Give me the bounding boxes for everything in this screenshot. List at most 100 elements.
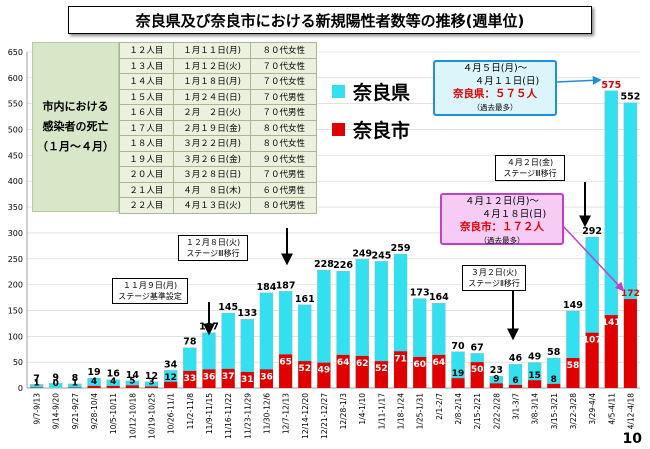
bar-city [489, 383, 503, 388]
data-label-pref: 9 [52, 372, 59, 383]
data-label-pref: 78 [183, 337, 197, 348]
bar-city [183, 370, 197, 388]
data-label-pref: 16 [107, 369, 121, 380]
bar-city [336, 354, 350, 388]
bar-city [413, 356, 427, 388]
data-label-city: 12 [164, 373, 177, 383]
data-label-pref: 259 [391, 243, 411, 254]
bar-city [145, 386, 159, 388]
death-date-cell: １月１８日(月) [172, 73, 252, 90]
x-tick-label: 10/26-11/1 [167, 393, 176, 434]
y-tick-label: 500 [8, 126, 23, 135]
death-table-row: １６人目 ２月 ２日(火) ７０代男性 [119, 104, 317, 121]
death-date-cell: １月１１日(月) [172, 42, 252, 59]
x-tick-label: 9/7-9/13 [33, 393, 42, 425]
bar-city [374, 361, 388, 388]
x-tick-label: 11/16-11/22 [224, 393, 233, 439]
legend-city-swatch [332, 123, 345, 136]
legend-city-label: 奈良市 [353, 120, 411, 142]
x-tick-label: 4/12-4/18 [626, 393, 635, 430]
data-label-pref: 46 [509, 353, 523, 364]
x-tick-label: 2/22-2/28 [492, 393, 501, 430]
pref-peak-arrow [556, 75, 602, 85]
bar-city [106, 385, 120, 388]
death-profile-cell: ８０代女性 [250, 135, 317, 152]
death-profile-cell: ７０代男性 [250, 88, 317, 105]
data-label-pref: 34 [164, 359, 178, 370]
x-tick-label: 11/2-11/8 [186, 393, 195, 430]
data-label-city: 62 [356, 359, 369, 369]
data-label-city: 52 [299, 364, 312, 374]
death-date-cell: ３月２６日(金) [172, 150, 252, 167]
data-label-city: 8 [551, 375, 557, 385]
data-label-city: 0 [53, 379, 59, 389]
x-tick-label: 11/30-12/6 [262, 393, 271, 434]
death-table-row: １８人目 ３月２２日(月) ８０代女性 [119, 135, 317, 152]
x-tick-label: 1/25-1/31 [416, 393, 425, 430]
death-table-row: １２人目 １月１１日(月) ８０代女性 [119, 42, 317, 59]
x-tick-label: 11/9-11/15 [205, 393, 214, 434]
death-table-row: ２１人目 ４月 ８日(木) ６０代男性 [119, 181, 317, 198]
data-label-pref: 19 [87, 367, 100, 378]
data-label-city: 3 [148, 377, 154, 387]
x-tick-label: 9/21-9/27 [71, 393, 80, 430]
death-order-cell: １６人目 [119, 104, 174, 121]
data-label-city: 5 [129, 376, 135, 386]
data-label-city: 36 [203, 372, 216, 382]
x-tick-label: 10/12-10/18 [128, 393, 137, 439]
y-tick-label: 350 [8, 203, 23, 212]
data-label-pref: 7 [33, 373, 40, 384]
x-tick-label: 12/28-1/3 [339, 393, 348, 430]
data-label-city: 31 [241, 375, 254, 385]
bar-city [87, 385, 101, 388]
data-label-pref: 245 [371, 250, 391, 261]
x-tick-label: 11/23-11/29 [243, 393, 252, 439]
y-tick-label: 0 [18, 384, 23, 393]
data-label-city: 1 [72, 378, 78, 388]
death-profile-cell: ７０代男性 [250, 104, 317, 121]
x-tick-label: 3/8-3/14 [531, 393, 540, 425]
death-date-cell: ３月２８日(日) [172, 166, 252, 183]
data-label-city: 65 [279, 357, 292, 367]
stage-setting-callout: １１月９日(月) ステージ基準設定 [112, 278, 188, 304]
data-label-city: 19 [452, 369, 465, 379]
data-label-pref: 70 [451, 341, 465, 352]
data-label-pref: 228 [314, 259, 334, 270]
data-label-pref: 161 [295, 294, 315, 305]
bar-city [547, 383, 561, 388]
data-label-pref: 249 [352, 248, 372, 259]
death-table-row: １３人目 １月１２日(火) ７０代女性 [119, 57, 317, 74]
data-label-pref: 58 [547, 347, 561, 358]
data-label-city: 64 [433, 358, 446, 368]
bar-pref [49, 383, 63, 389]
death-order-cell: １７人目 [119, 119, 174, 136]
bar-city [604, 315, 618, 388]
data-label-city: 71 [394, 354, 407, 364]
data-label-city: 36 [260, 372, 273, 382]
death-profile-cell: ７０代女性 [250, 57, 317, 74]
y-tick-label: 300 [8, 229, 23, 238]
x-tick-label: 10/19-10/25 [148, 393, 157, 439]
data-label-city: 4 [91, 377, 97, 387]
y-tick-label: 50 [13, 358, 23, 367]
data-label-city: 49 [318, 366, 331, 376]
x-tick-label: 12/7-12/13 [282, 393, 291, 434]
death-date-cell: ２月 ２日(火) [172, 104, 252, 121]
legend-pref-label: 奈良県 [353, 82, 411, 104]
x-tick-label: 3/22-3/28 [569, 393, 578, 430]
bar-city [202, 369, 216, 388]
bar-city [394, 351, 408, 388]
x-tick-label: 3/15-3/21 [550, 393, 559, 430]
death-date-cell: ２月１９日(金) [172, 119, 252, 136]
data-label-city: 58 [567, 361, 580, 371]
bar-city [259, 369, 273, 388]
bar-city [566, 358, 580, 388]
data-label-pref: 164 [429, 292, 449, 303]
x-tick-label: 1/18-1/24 [397, 393, 406, 430]
death-order-cell: １２人目 [119, 42, 174, 59]
legend-pref: 奈良県 [332, 78, 410, 105]
death-profile-cell: ７０代女性 [250, 73, 317, 90]
bar-city [451, 378, 465, 388]
death-date-cell: １月２４日(日) [172, 88, 252, 105]
y-tick-label: 250 [8, 255, 23, 264]
